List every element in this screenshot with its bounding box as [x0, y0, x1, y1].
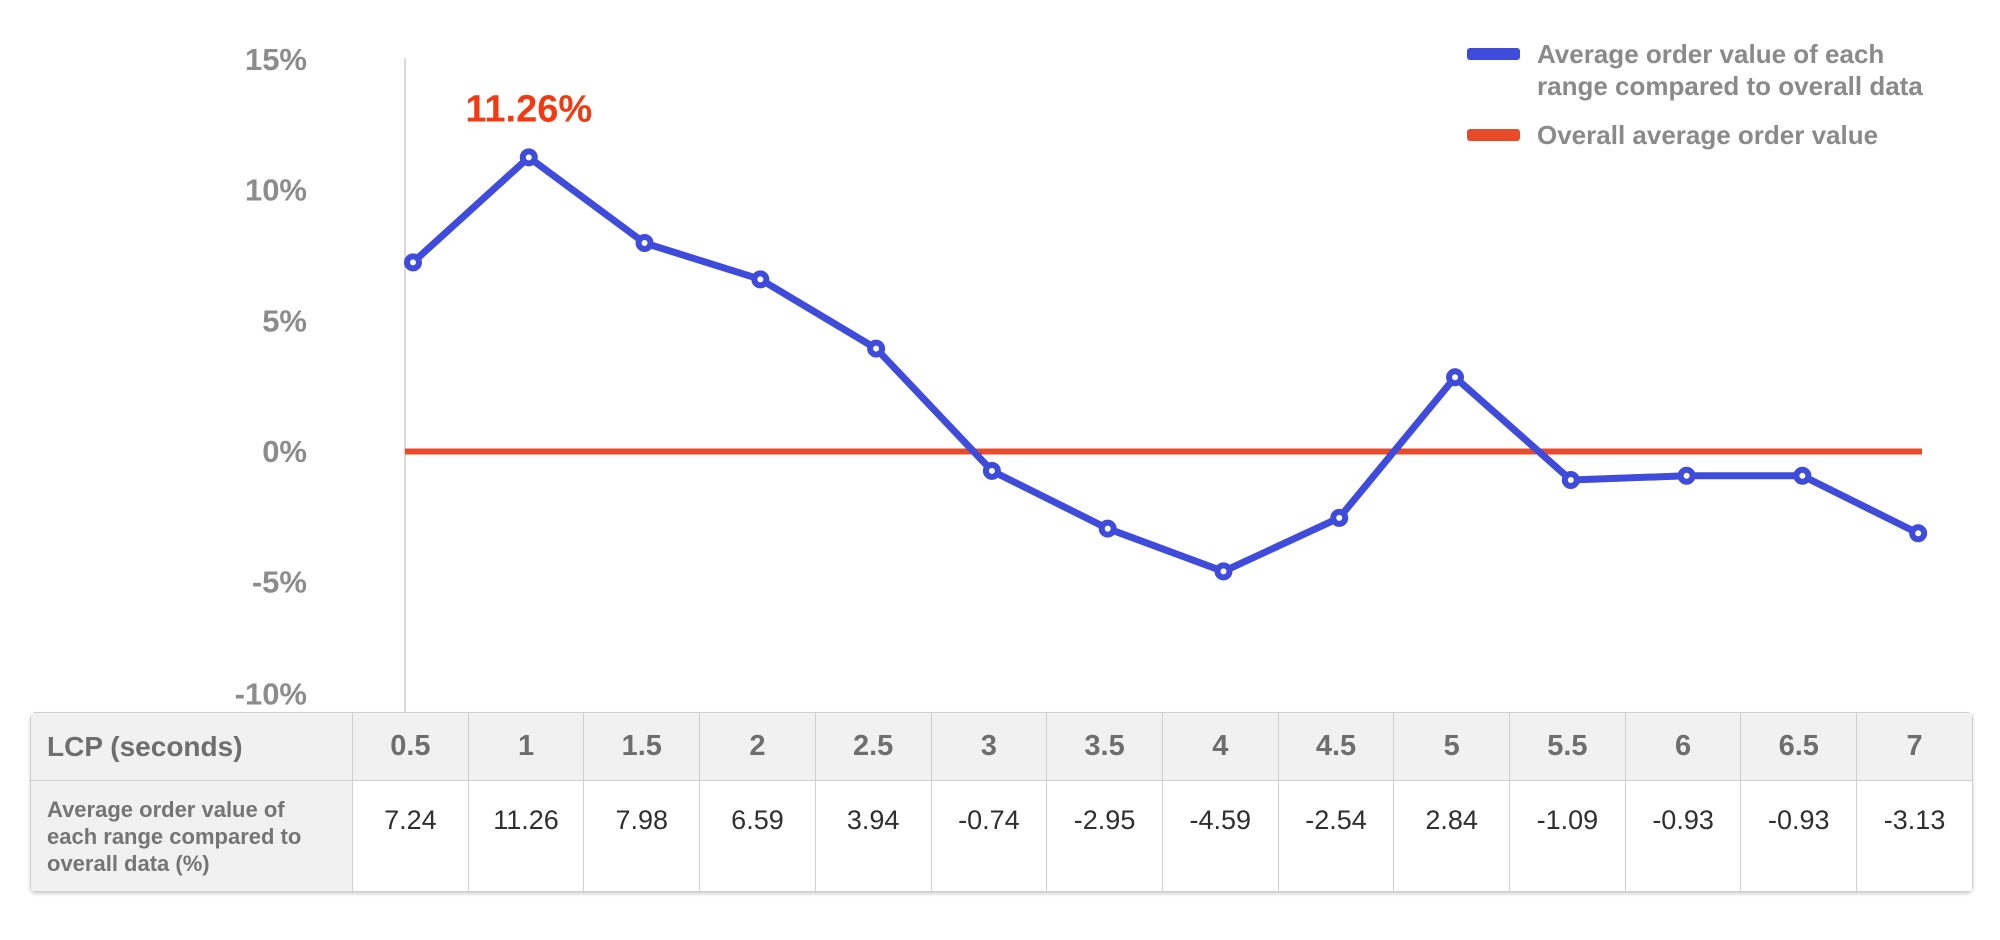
- data-table-container: LCP (seconds) 0.5 1 1.5 2 2.5 3 3.5 4 4.5 5 5.5 6 6.5…: [30, 712, 1973, 892]
- data-point-marker[interactable]: [404, 253, 422, 272]
- table-value-row: Average order value of each range compar…: [30, 780, 1973, 892]
- data-point-marker[interactable]: [1677, 466, 1696, 485]
- legend-item-series[interactable]: Average order value of each range compar…: [1467, 38, 1947, 102]
- table-col-header: 7: [1856, 712, 1973, 781]
- table-cell-value: -2.95: [1046, 780, 1163, 892]
- data-point-marker[interactable]: [751, 270, 770, 289]
- y-axis-tick-label: 10%: [245, 173, 307, 208]
- data-point-marker[interactable]: [1446, 368, 1465, 387]
- table-cell-value: -0.93: [1624, 780, 1742, 892]
- table-header-row: LCP (seconds) 0.5 1 1.5 2 2.5 3 3.5 4 4.5 5 5.5 6 6.5…: [30, 712, 1973, 781]
- table-cell-value: -3.13: [1856, 780, 1973, 892]
- chart-legend: Average order value of each range compar…: [1467, 38, 1947, 151]
- table-col-header: 5.5: [1509, 712, 1626, 781]
- line-chart-canvas: 15% 10% 5% 0% -5% -10% 11.26%: [235, 42, 1928, 712]
- table-col-header: 2.5: [814, 712, 932, 781]
- legend-label-series: Average order value of each range compar…: [1537, 39, 1923, 101]
- table-col-header: 3.5: [1046, 712, 1163, 781]
- data-point-marker[interactable]: [1214, 562, 1233, 581]
- peak-annotation: 11.26%: [465, 88, 592, 130]
- data-point-marker[interactable]: [1909, 524, 1928, 543]
- legend-label-reference: Overall average order value: [1537, 120, 1879, 150]
- lcp-data-table: LCP (seconds) 0.5 1 1.5 2 2.5 3 3.5 4 4.5 5 5.5 6 6.5…: [30, 712, 1973, 892]
- table-cell-value: 11.26: [467, 780, 585, 892]
- table-col-header: 1.5: [583, 712, 701, 781]
- y-axis-tick-label: 15%: [245, 42, 307, 77]
- y-axis-tick-label: 0%: [262, 434, 307, 469]
- table-col-header: 6: [1624, 712, 1742, 781]
- y-axis-tick-label: -10%: [235, 677, 307, 712]
- data-point-marker[interactable]: [635, 234, 654, 253]
- legend-item-reference[interactable]: Overall average order value: [1467, 119, 1947, 151]
- table-cell-value: 7.24: [352, 780, 469, 892]
- data-point-marker[interactable]: [1330, 508, 1349, 527]
- table-row-label: Average order value of each range compar…: [30, 780, 353, 892]
- table-cell-value: 7.98: [583, 780, 701, 892]
- table-cell-value: -0.74: [930, 780, 1048, 892]
- y-axis-tick-label: -5%: [252, 565, 307, 600]
- table-cell-value: 6.59: [699, 780, 816, 892]
- data-point-marker[interactable]: [1561, 470, 1580, 489]
- data-point-marker[interactable]: [1793, 466, 1812, 485]
- table-col-header: 5: [1393, 712, 1511, 781]
- table-col-header: 0.5: [352, 712, 469, 781]
- table-col-header: 1: [467, 712, 585, 781]
- data-point-marker[interactable]: [982, 461, 1001, 480]
- table-col-header: 3: [930, 712, 1048, 781]
- table-col-header: 2: [699, 712, 816, 781]
- data-point-marker[interactable]: [519, 148, 538, 167]
- line-chart: 15% 10% 5% 0% -5% -10% 11.26%: [235, 42, 1928, 712]
- reference-line-swatch-icon: [1467, 129, 1520, 141]
- series-line: [409, 153, 1922, 575]
- table-col-header: 6.5: [1740, 712, 1858, 781]
- table-col-header: 4: [1161, 712, 1279, 781]
- table-header-lcp-label: LCP (seconds): [30, 712, 353, 781]
- table-cell-value: -4.59: [1161, 780, 1279, 892]
- table-cell-value: 2.84: [1393, 780, 1511, 892]
- table-cell-value: 3.94: [814, 780, 932, 892]
- y-axis-tick-label: 5%: [262, 303, 307, 338]
- table-col-header: 4.5: [1277, 712, 1395, 781]
- data-point-marker[interactable]: [1098, 519, 1117, 538]
- data-point-marker[interactable]: [867, 339, 886, 358]
- table-cell-value: -0.93: [1740, 780, 1858, 892]
- table-cell-value: -2.54: [1277, 780, 1395, 892]
- series-line-swatch-icon: [1467, 48, 1520, 60]
- table-cell-value: -1.09: [1509, 780, 1626, 892]
